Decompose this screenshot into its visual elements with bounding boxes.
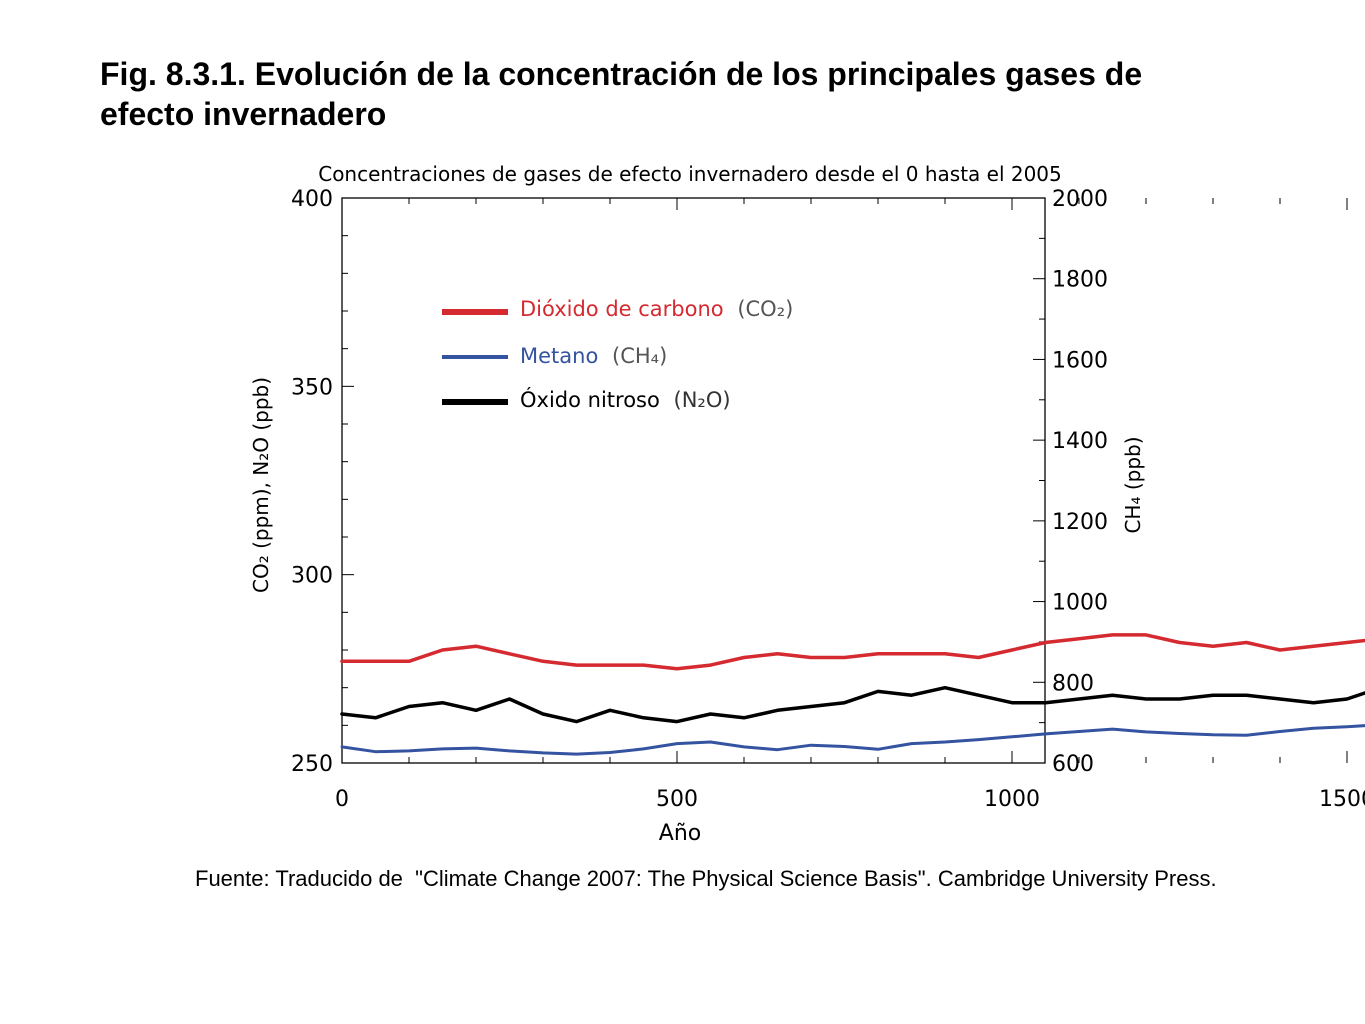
legend-n2o-name: Óxido nitroso [520,387,660,412]
x-tick-label: 0 [335,787,349,812]
figure-title: Fig. 8.3.1. Evolución de la concentració… [100,54,1300,134]
left-y-tick-label: 250 [291,752,333,777]
x-tick-label: 1000 [984,787,1040,812]
right-y-tick-label: 1200 [1052,510,1108,535]
chart-title: Concentraciones de gases de efecto inver… [318,162,1062,186]
x-tick-label: 1500 [1319,787,1365,812]
left-y-tick-label: 300 [291,564,333,589]
co2-line [340,633,1365,671]
figure-title-line-1: Fig. 8.3.1. Evolución de la concentració… [100,56,1143,92]
plot-frame [341,197,1046,764]
axis-ticks: 0 500 1000 1500 2000 250 300 350 400 600 800 1000 12… [291,187,1365,812]
x-tick-label: 500 [656,787,698,812]
x-axis-label: Año [659,821,701,846]
right-y-tick-label: 1000 [1052,591,1108,616]
legend-n2o-formula: (N₂O) [674,388,731,412]
right-y-tick-label: 600 [1052,752,1094,777]
legend-label-ch4: Metano (CH₄) [520,344,667,368]
legend-label-co2: Dióxido de carbono (CO₂) [520,297,793,321]
figure-title-line-2: efecto invernadero [100,96,387,132]
right-y-axis-label: CH₄ (ppb) [1121,436,1145,533]
legend-co2-name: Dióxido de carbono [520,297,724,321]
right-y-tick-label: 2000 [1052,187,1108,212]
left-y-tick-label: 400 [291,187,333,212]
left-y-axis-label: CO₂ (ppm), N₂O (ppb) [249,377,273,593]
ch4-line [340,724,1365,756]
legend-ch4-formula: (CH₄) [612,344,667,368]
left-y-tick-label: 350 [291,375,333,400]
series-lines [340,633,1365,756]
legend: Dióxido de carbono (CO₂) Metano (CH₄) Óx… [442,297,793,412]
legend-ch4-name: Metano [520,344,598,368]
right-y-tick-label: 1600 [1052,348,1108,373]
right-y-tick-label: 1400 [1052,429,1108,454]
legend-co2-formula: (CO₂) [737,297,793,321]
right-y-tick-label: 800 [1052,671,1094,696]
n2o-line [340,685,1365,724]
right-y-tick-label: 1800 [1052,268,1108,293]
legend-label-n2o: Óxido nitroso (N₂O) [520,387,731,412]
source-note: Fuente: Traducido de "Climate Change 200… [195,866,1217,891]
